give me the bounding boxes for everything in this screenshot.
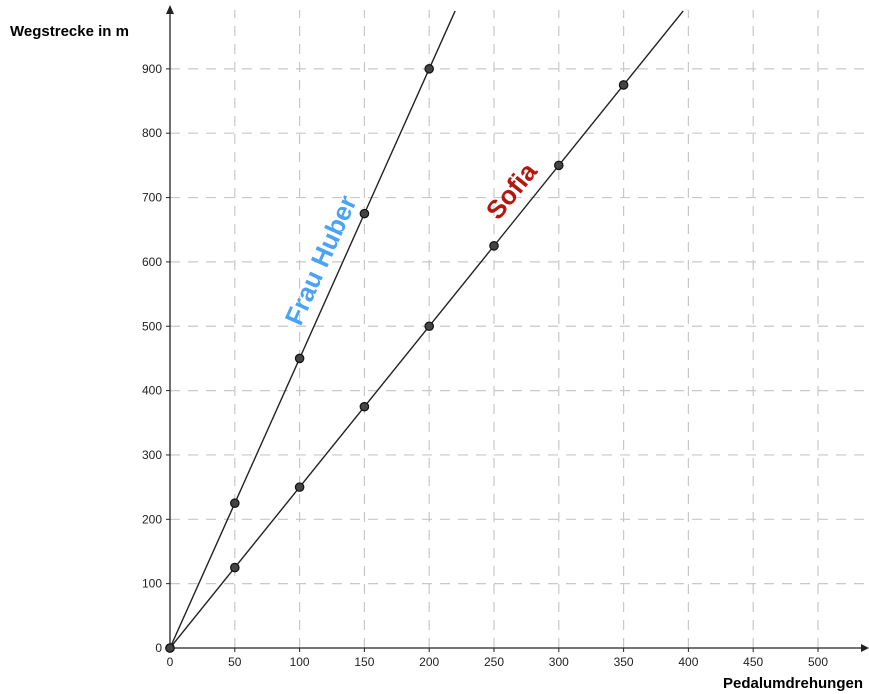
x-tick-label-200: 200 <box>419 655 439 669</box>
y-tick-label-200: 200 <box>142 512 162 526</box>
y-tick-label-400: 400 <box>142 384 162 398</box>
data-point-frau-huber-200 <box>424 64 434 74</box>
y-tick-label-300: 300 <box>142 448 162 462</box>
y-tick-label-900: 900 <box>142 62 162 76</box>
series-labels: Frau Huber Sofia <box>279 156 544 329</box>
x-tick-label-400: 400 <box>678 655 698 669</box>
data-point-frau-huber-150 <box>359 208 370 219</box>
x-tick-label-250: 250 <box>484 655 504 669</box>
data-point-frau-huber-50 <box>230 498 240 509</box>
data-point-sofia-50 <box>230 562 240 573</box>
series-label-sofia: Sofia <box>480 156 544 225</box>
y-axis-arrow-icon <box>166 5 174 14</box>
series-group <box>165 10 684 653</box>
data-point-sofia-0 <box>165 643 175 653</box>
x-axis-title: Pedalumdrehungen <box>723 675 863 692</box>
x-tick-label-50: 50 <box>228 655 242 669</box>
x-tick-label-0: 0 <box>167 655 174 669</box>
data-point-sofia-100 <box>294 482 305 492</box>
y-tick-label-500: 500 <box>142 319 162 333</box>
x-axis-arrow-icon <box>861 644 869 652</box>
y-tick-label-700: 700 <box>142 191 162 205</box>
x-tick-label-300: 300 <box>549 655 569 669</box>
x-tick-label-100: 100 <box>290 655 310 669</box>
y-tick-label-800: 800 <box>142 126 162 140</box>
grid <box>170 10 865 648</box>
data-point-sofia-350 <box>618 80 629 90</box>
axes <box>166 5 869 652</box>
data-point-sofia-250 <box>489 241 499 251</box>
y-tick-label-600: 600 <box>142 255 162 269</box>
x-tick-label-500: 500 <box>808 655 828 669</box>
data-point-sofia-200 <box>424 321 434 332</box>
y-axis-title: Wegstrecke in m <box>10 23 129 40</box>
y-tick-label-0: 0 <box>155 641 162 655</box>
y-tick-label-100: 100 <box>142 577 162 591</box>
series-line-frau-huber <box>169 10 456 649</box>
tick-labels: 0 50 100 150 200 250 300 350 400 450 500 0 100 200 300… <box>142 62 828 669</box>
x-tick-label-150: 150 <box>354 655 374 669</box>
data-point-frau-huber-100 <box>294 353 305 364</box>
x-tick-label-350: 350 <box>614 655 634 669</box>
data-point-sofia-150 <box>359 401 370 412</box>
x-tick-label-450: 450 <box>743 655 763 669</box>
series-label-frau-huber: Frau Huber <box>279 191 363 330</box>
data-point-sofia-300 <box>553 160 564 171</box>
